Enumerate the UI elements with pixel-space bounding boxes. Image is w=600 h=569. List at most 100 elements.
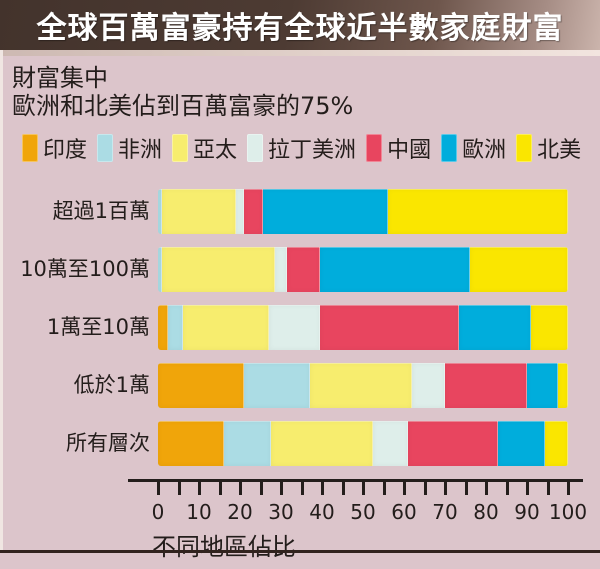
bottom-edge-border (0, 550, 600, 553)
legend-label: 印度 (43, 138, 88, 163)
axis-tick (362, 482, 365, 495)
axis-tick-label: 80 (473, 500, 499, 524)
legend-label: 亞太 (193, 138, 238, 163)
north-america-swatch (516, 134, 533, 162)
bar-segment-asia-pacific (309, 363, 413, 408)
axis-tick-label: 90 (514, 500, 540, 524)
bar-track (158, 363, 568, 408)
legend-label: 歐洲 (462, 138, 507, 163)
legend-item-africa: 非洲 (97, 132, 162, 164)
legend-label: 拉丁美洲 (268, 138, 357, 163)
legend-item-india: 印度 (22, 132, 87, 164)
axis-tick (280, 482, 283, 495)
axis-tick-label: 70 (432, 500, 458, 524)
title-bar: 全球百萬富豪持有全球近半數家庭財富 (0, 0, 600, 50)
bar-segment-india (158, 363, 245, 408)
axis-tick-label: 60 (391, 500, 417, 524)
axis-tick (218, 482, 222, 495)
axis-tick-label: 30 (268, 500, 294, 524)
x-axis: 不同地區佔比 0 10 20 30 40 50 60 70 80 90 100 (0, 479, 600, 569)
axis-tick (526, 482, 529, 495)
bar-segment-latin-america (235, 189, 245, 234)
bar-segment-europe (526, 363, 558, 408)
legend-item-north-america: 北美 (516, 132, 581, 164)
legend-item-europe: 歐洲 (441, 132, 506, 164)
axis-tick-label: 20 (227, 500, 253, 524)
bar-segment-africa (168, 305, 183, 350)
legend-item-china: 中國 (366, 132, 431, 164)
africa-swatch (97, 134, 114, 162)
chart-row: 10萬至100萬 (0, 247, 600, 292)
bar-segment-north-america (387, 189, 568, 234)
axis-tick (464, 482, 468, 495)
bar-segment-europe (262, 189, 388, 234)
chart-row: 1萬至10萬 (0, 305, 600, 350)
bar-segment-asia-pacific (182, 305, 269, 350)
bar-track (158, 247, 568, 292)
legend-label: 中國 (387, 138, 432, 163)
axis-tick (198, 482, 201, 495)
bar-segment-europe (459, 305, 532, 350)
x-axis-line (128, 479, 583, 482)
bar-segment-africa (158, 189, 163, 234)
legend: 印度 非洲 亞太 拉丁美洲 中國 歐洲 北美 (22, 132, 600, 164)
axis-tick (444, 482, 447, 495)
axis-tick (341, 482, 345, 495)
latin-america-swatch (247, 134, 264, 162)
bar-segment-latin-america (412, 363, 445, 408)
axis-tick (567, 482, 570, 495)
axis-tick (505, 482, 509, 495)
bar-segment-north-america (469, 247, 568, 292)
bar-segment-africa (158, 247, 163, 292)
chart-row: 所有層次 (0, 421, 600, 466)
bar-segment-india (158, 421, 224, 466)
subtitle-line-1: 財富集中 (12, 64, 108, 92)
legend-item-asia-pacific: 亞太 (172, 132, 237, 164)
bar-track (158, 189, 568, 234)
india-swatch (22, 134, 38, 162)
bar-segment-europe (498, 421, 546, 466)
row-label: 超過1百萬 (52, 199, 150, 223)
bar-segment-latin-america (274, 247, 288, 292)
stacked-bar-chart: 超過1百萬 10萬至100萬 1萬至10萬低於1萬所有層次 (0, 189, 600, 466)
bar-segment-china (319, 305, 460, 350)
axis-tick-label: 50 (350, 500, 376, 524)
europe-swatch (441, 134, 458, 162)
axis-tick (157, 482, 160, 495)
subtitle: 財富集中 歐洲和北美佔到百萬富豪的75% (12, 64, 600, 120)
bar-track (158, 421, 568, 466)
axis-tick (382, 482, 386, 495)
bar-segment-asia-pacific (162, 247, 275, 292)
bar-segment-asia-pacific (162, 189, 236, 234)
bar-segment-latin-america (268, 305, 320, 350)
title-bar-fade (0, 50, 600, 56)
row-label: 低於1萬 (73, 373, 150, 397)
bar-segment-north-america (531, 305, 568, 350)
axis-tick-label: 0 (151, 500, 165, 524)
legend-label: 非洲 (118, 138, 163, 163)
china-swatch (366, 134, 383, 162)
row-label: 所有層次 (66, 431, 150, 455)
legend-item-latin-america: 拉丁美洲 (247, 132, 356, 164)
axis-tick (239, 482, 242, 495)
bar-segment-china (408, 421, 499, 466)
bar-segment-china (287, 247, 320, 292)
chart-panel: 財富集中 歐洲和北美佔到百萬富豪的75% 印度 非洲 亞太 拉丁美洲 中國 歐洲 北美 超過… (0, 64, 600, 569)
chart-row: 超過1百萬 (0, 189, 600, 234)
page-title: 全球百萬富豪持有全球近半數家庭財富 (36, 11, 564, 46)
bar-segment-india (158, 305, 169, 350)
axis-tick (485, 482, 488, 495)
axis-tick (423, 482, 427, 495)
bar-segment-china (244, 189, 263, 234)
row-label: 10萬至100萬 (20, 257, 150, 281)
axis-tick-label: 40 (309, 500, 335, 524)
bar-segment-africa (244, 363, 310, 408)
axis-tick (300, 482, 304, 495)
axis-tick (546, 482, 550, 495)
legend-label: 北美 (537, 138, 582, 163)
subtitle-line-2: 歐洲和北美佔到百萬富豪的75% (12, 92, 354, 120)
chart-row: 低於1萬 (0, 363, 600, 408)
bar-segment-china (444, 363, 527, 408)
axis-tick (259, 482, 263, 495)
